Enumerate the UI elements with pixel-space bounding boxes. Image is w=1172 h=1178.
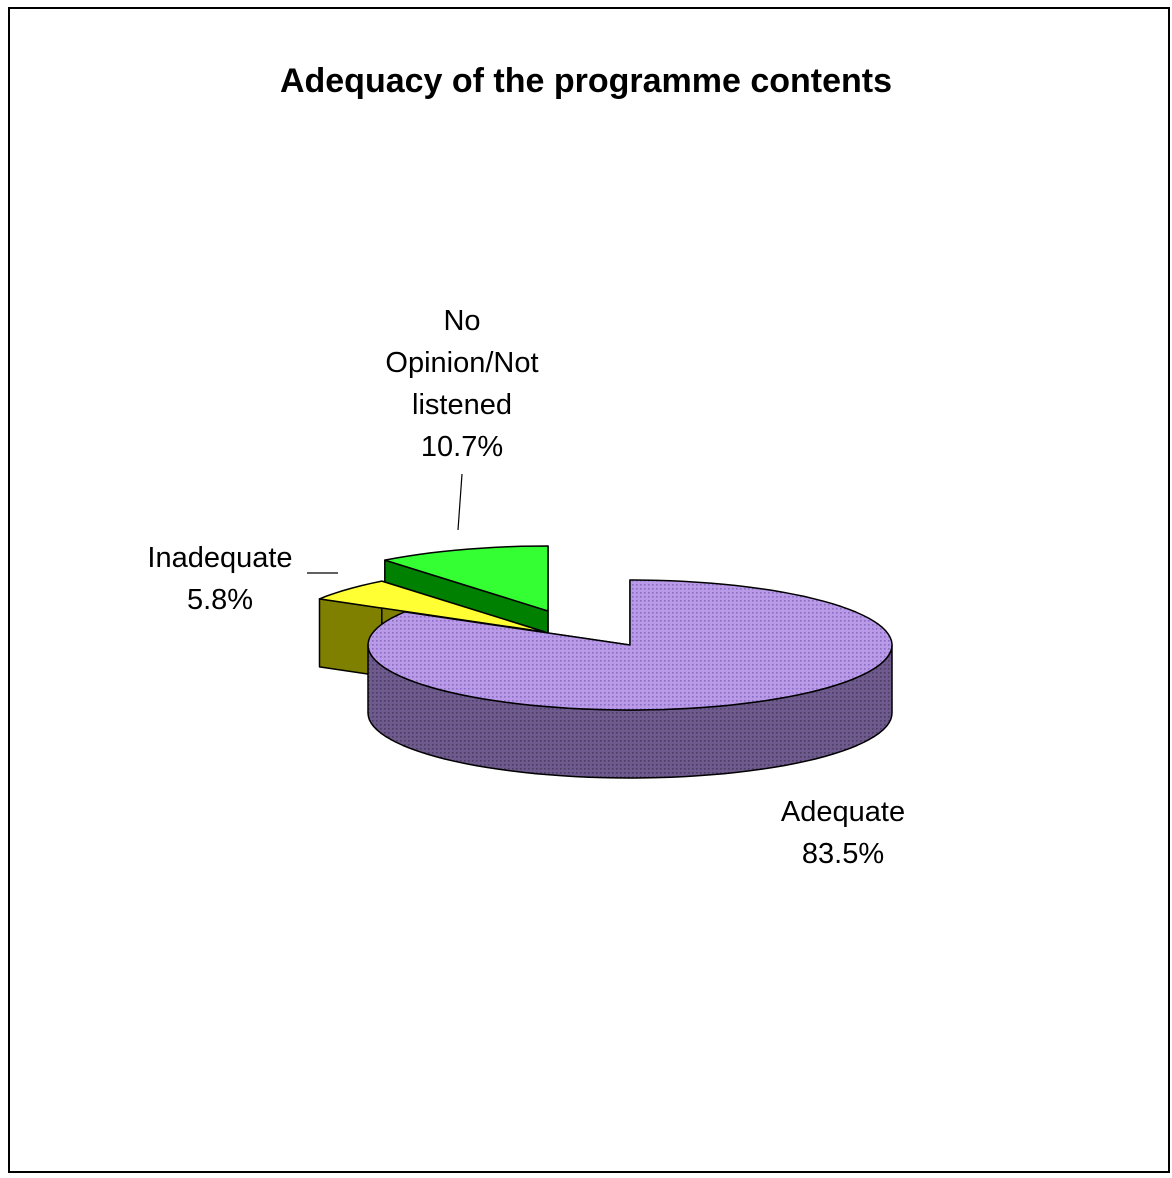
label-inadequate: Inadequate 5.8% (147, 542, 292, 616)
chart-title: Adequacy of the programme contents (279, 62, 893, 100)
chart-frame (8, 7, 1170, 1173)
label-no-opinion: No Opinion/Not listened 10.7% (385, 305, 538, 463)
pie-slice-adequate (367, 579, 893, 779)
leader-no-opinion (457, 473, 463, 531)
label-adequate: Adequate 83.5% (781, 796, 905, 870)
slice-top (367, 579, 893, 711)
slice-top (318, 580, 546, 633)
slice-top (384, 545, 549, 612)
